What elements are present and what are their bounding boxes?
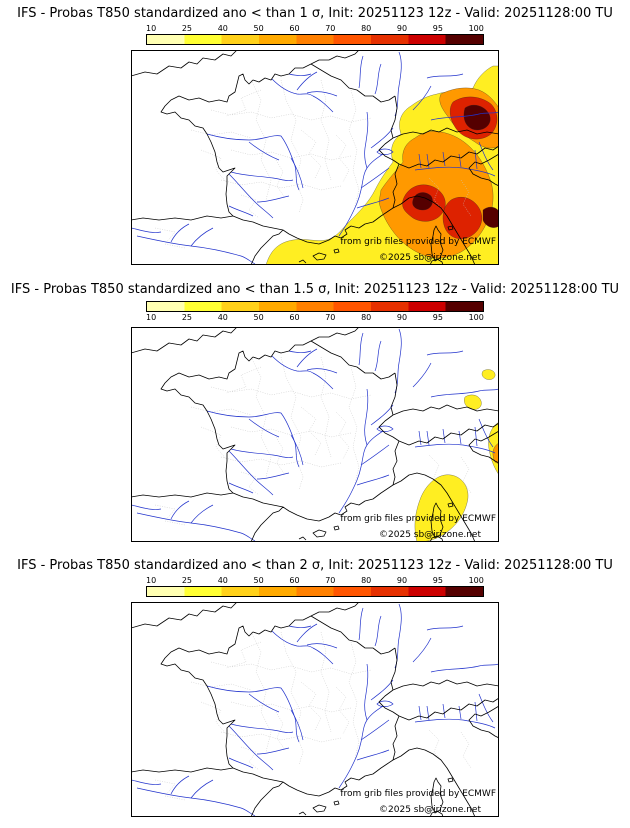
colorbar-tick: 60 [289,576,300,585]
colorbar-tick: 50 [253,576,264,585]
colorbar-tick: 10 [146,24,157,33]
colorbar-tick: 90 [396,576,408,585]
colorbar-tick: 25 [181,313,193,322]
panel-title: IFS - Probas T850 standardized ano < tha… [17,6,613,21]
colorbar-tick: 95 [432,576,443,585]
copyright-credit: ©2025 sb@irizone.net [379,530,481,540]
colorbar-tick: 40 [217,313,228,322]
copyright-credit: ©2025 sb@irizone.net [379,253,481,263]
colorbar-ticks: 10 25 40 50 60 70 80 90 95 100 [146,313,484,322]
panel-title: IFS - Probas T850 standardized ano < tha… [17,558,613,573]
colorbar-tick: 80 [361,313,372,322]
colorbar-tick: 95 [432,24,443,33]
colorbar: 10 25 40 50 60 70 80 90 95 100 [146,576,484,597]
panel-1_5sigma: IFS - Probas T850 standardized ano < tha… [0,276,630,552]
colorbar-ticks: 10 25 40 50 60 70 80 90 95 100 [146,576,484,585]
colorbar-tick: 40 [217,576,228,585]
colorbar-tick: 90 [396,24,408,33]
colorbar-tick: 10 [146,313,157,322]
map-1_5sigma: from grib files provided by ECMWF ©2025 … [131,327,499,542]
panel-1sigma: IFS - Probas T850 standardized ano < tha… [0,0,630,276]
probability-overlay-1_5sigma [414,369,499,542]
colorbar-tick: 70 [325,24,336,33]
ecmwf-credit: from grib files provided by ECMWF [340,789,496,799]
copyright-credit: ©2025 sb@irizone.net [379,805,481,815]
probability-overlay-1sigma [265,65,499,265]
panel-2sigma: IFS - Probas T850 standardized ano < tha… [0,552,630,828]
colorbar-tick: 100 [468,576,484,585]
colorbar-tick: 60 [289,313,300,322]
colorbar-tick: 100 [468,313,484,322]
colorbar-tick: 100 [468,24,484,33]
colorbar-tick: 90 [396,313,408,322]
map-svg-1_5sigma: from grib files provided by ECMWF ©2025 … [131,327,499,542]
colorbar-tick: 80 [361,576,372,585]
colorbar-tick: 10 [146,576,157,585]
colorbar-gradient [146,301,484,312]
colorbar-gradient [146,34,484,45]
colorbar-tick: 50 [253,24,264,33]
map-2sigma: from grib files provided by ECMWF ©2025 … [131,602,499,817]
colorbar-tick: 40 [217,24,228,33]
ecmwf-credit: from grib files provided by ECMWF [340,514,496,524]
colorbar-tick: 70 [325,313,336,322]
colorbar-gradient [146,586,484,597]
colorbar-tick: 50 [253,313,264,322]
colorbar-ticks: 10 25 40 50 60 70 80 90 95 100 [146,24,484,33]
colorbar-tick: 95 [432,313,443,322]
colorbar: 10 25 40 50 60 70 80 90 95 100 [146,300,484,322]
map-svg-2sigma: from grib files provided by ECMWF ©2025 … [131,602,499,817]
map-svg-1sigma: from grib files provided by ECMWF ©2025 … [131,50,499,265]
ecmwf-credit: from grib files provided by ECMWF [340,237,496,247]
colorbar-tick: 25 [181,576,193,585]
panel-title: IFS - Probas T850 standardized ano < tha… [10,282,620,297]
colorbar-tick: 80 [361,24,372,33]
colorbar-tick: 60 [289,24,300,33]
map-1sigma: from grib files provided by ECMWF ©2025 … [131,50,499,265]
colorbar-tick: 70 [325,576,336,585]
colorbar: 10 25 40 50 60 70 80 90 95 100 [146,24,484,45]
colorbar-tick: 25 [181,24,193,33]
